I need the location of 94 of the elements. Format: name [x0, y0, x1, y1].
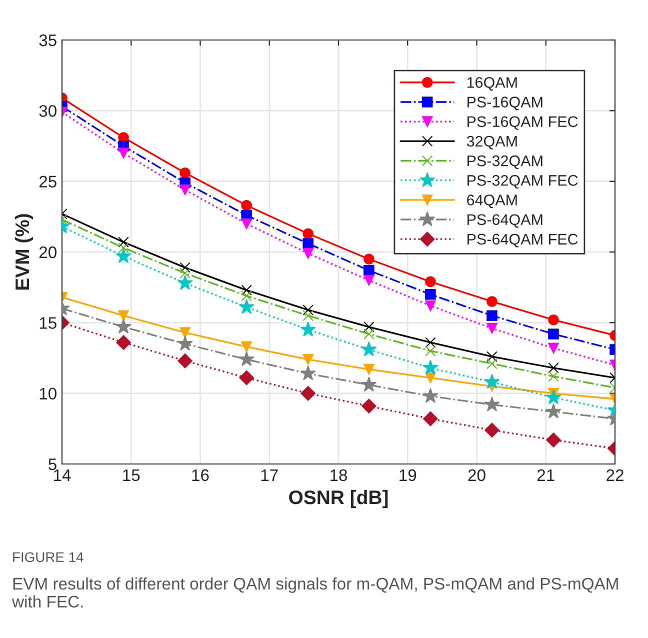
point — [425, 289, 436, 300]
point — [548, 342, 559, 354]
point — [116, 248, 132, 263]
point — [241, 218, 252, 230]
point — [241, 341, 252, 352]
point — [484, 422, 500, 438]
point — [180, 327, 190, 338]
x-axis-title: OSNR [dB] — [289, 490, 388, 508]
legend-label: PS-16QAM — [468, 96, 542, 110]
y-tick-label: 5 — [48, 458, 56, 470]
point — [425, 276, 436, 288]
y-axis-title: EVM (%) — [14, 214, 34, 290]
point — [362, 398, 376, 414]
point — [177, 274, 193, 290]
y-tick-label: 15 — [40, 317, 56, 329]
point — [364, 254, 374, 264]
point — [364, 322, 374, 332]
point — [548, 370, 559, 382]
point — [118, 242, 129, 254]
legend-label: 32QAM — [466, 136, 517, 150]
point — [238, 351, 254, 366]
legend-label: PS-32QAM — [468, 155, 542, 169]
point — [302, 228, 314, 240]
y-tick-label: 35 — [39, 34, 56, 46]
point — [180, 268, 190, 279]
point — [300, 386, 316, 401]
legend-label: PS-64QAM FEC — [468, 234, 578, 248]
point — [180, 184, 190, 196]
point — [486, 351, 498, 362]
point — [422, 388, 438, 403]
point — [364, 264, 374, 276]
text: EVM results of different order QAM signals for m-QAM, PS-mQAM and PS-mQAM with FEC. — [12, 577, 618, 608]
point — [302, 238, 314, 249]
point — [425, 346, 436, 356]
point — [546, 432, 561, 448]
y-tick-label: 20 — [39, 246, 56, 258]
point — [300, 365, 316, 380]
point — [302, 310, 314, 321]
point — [423, 411, 438, 426]
point — [116, 335, 131, 350]
point — [425, 300, 436, 312]
point — [302, 248, 314, 259]
point — [486, 296, 498, 307]
point — [241, 200, 252, 211]
point — [484, 374, 500, 389]
legend-label: PS-32QAM FEC — [468, 175, 578, 189]
point — [118, 148, 129, 158]
point — [302, 354, 314, 365]
point — [425, 337, 436, 348]
legend-label: 16QAM — [467, 77, 517, 91]
point — [364, 364, 374, 375]
point — [484, 396, 500, 412]
point — [546, 404, 562, 418]
point — [241, 290, 252, 302]
x-tick-label: 20 — [468, 469, 486, 482]
point — [486, 322, 498, 334]
point — [177, 336, 193, 351]
point — [118, 236, 129, 248]
legend-label: 64QAM — [467, 194, 517, 208]
point — [241, 284, 252, 296]
x-tick-label: 17 — [261, 469, 278, 481]
x-tick-label: 22 — [606, 469, 624, 481]
point — [180, 262, 190, 273]
point — [546, 389, 562, 404]
point — [548, 314, 559, 326]
point — [364, 274, 374, 286]
point — [302, 304, 314, 316]
x-tick-label: 15 — [123, 469, 140, 482]
legend-label: PS-64QAM — [468, 214, 542, 228]
point — [239, 370, 254, 386]
point — [422, 360, 438, 375]
x-tick-label: 21 — [537, 469, 554, 481]
caption: FIGURE 14 — [13, 552, 84, 562]
point — [238, 298, 254, 314]
point — [180, 167, 190, 178]
x-tick-label: 18 — [330, 469, 348, 482]
x-tick-label: 19 — [400, 469, 416, 482]
y-tick-label: 10 — [40, 388, 56, 400]
point — [118, 310, 129, 321]
point — [364, 328, 374, 340]
point — [486, 310, 498, 321]
point — [548, 362, 559, 374]
legend-label: PS-16QAM FEC — [468, 116, 578, 130]
point — [361, 341, 377, 356]
x-tick-label: 16 — [192, 469, 209, 482]
point — [361, 376, 377, 392]
point — [486, 358, 498, 370]
y-tick-label: 25 — [39, 176, 56, 188]
point — [548, 328, 559, 340]
y-tick-label: 30 — [39, 105, 56, 117]
point — [116, 318, 132, 334]
x-tick-label: 14 — [54, 469, 71, 481]
point — [178, 353, 192, 368]
point — [300, 322, 316, 336]
